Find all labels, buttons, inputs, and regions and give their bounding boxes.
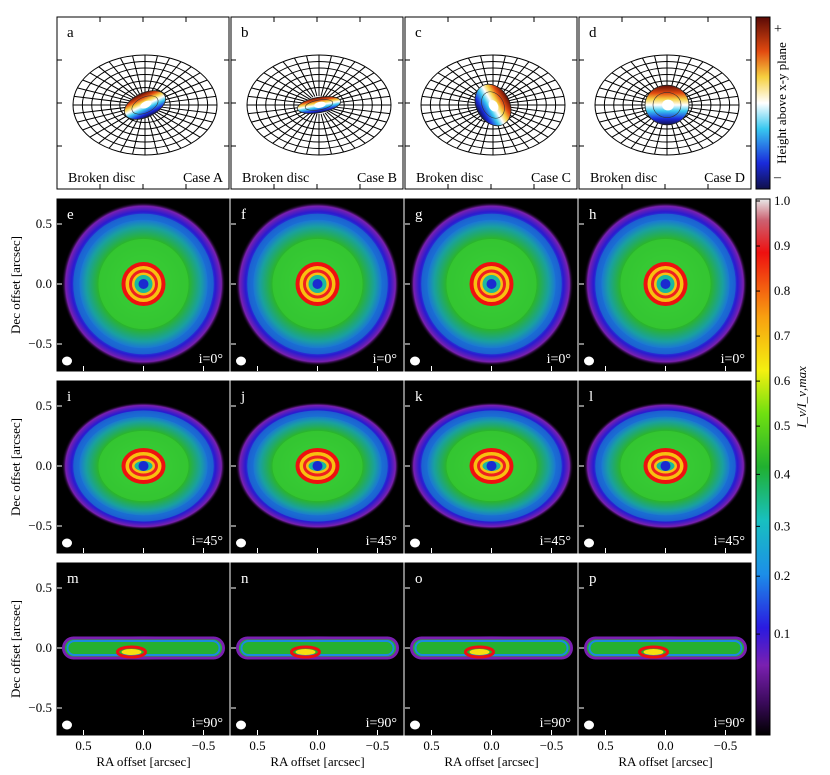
height-colorbar-minus: –	[773, 170, 782, 185]
warp-panel-d	[578, 16, 752, 190]
image-panel-i	[56, 380, 230, 554]
panel-incl-e: i=0°	[199, 352, 223, 367]
xtick-2-2: −0.5	[540, 738, 564, 753]
image-panel-l	[578, 380, 752, 554]
xtick-2-1: 0.0	[483, 738, 499, 753]
xlabel-0: RA offset [arcsec]	[96, 754, 190, 769]
panel-case-b: Case B	[357, 171, 397, 186]
image-panel-h	[578, 198, 752, 372]
intensity-tick-9: 0.1	[774, 626, 790, 641]
panel-letter-g: g	[415, 207, 423, 223]
intensity-tick-0: 1.0	[774, 193, 790, 208]
panel-label-c: Broken disc	[416, 171, 483, 186]
image-panel-m	[56, 562, 230, 736]
panel-label-b: Broken disc	[242, 171, 309, 186]
ytick-2-1: 0.0	[36, 640, 52, 655]
panel-incl-g: i=0°	[547, 352, 571, 367]
ytick-0-1: 0.0	[36, 276, 52, 291]
panel-incl-o: i=90°	[540, 716, 571, 731]
warp-panel-b	[230, 16, 404, 190]
intensity-tick-4: 0.6	[774, 373, 791, 388]
image-panel-n	[230, 562, 404, 736]
ytick-0-0: 0.5	[36, 216, 52, 231]
image-panel-e	[56, 198, 230, 372]
panel-incl-p: i=90°	[714, 716, 745, 731]
panel-letter-o: o	[415, 571, 423, 587]
panel-letter-c: c	[415, 25, 422, 41]
panel-incl-j: i=45°	[366, 534, 397, 549]
panel-incl-n: i=90°	[366, 716, 397, 731]
panel-letter-a: a	[67, 25, 74, 41]
image-panel-o	[404, 562, 578, 736]
xtick-0-2: −0.5	[192, 738, 216, 753]
panel-incl-f: i=0°	[373, 352, 397, 367]
ytick-0-2: −0.5	[28, 336, 52, 351]
panel-letter-l: l	[589, 389, 593, 405]
panel-incl-h: i=0°	[721, 352, 745, 367]
xlabel-3: RA offset [arcsec]	[618, 754, 712, 769]
ytick-1-0: 0.5	[36, 398, 52, 413]
warp-panel-a	[56, 16, 230, 190]
ylabel-row-2: Dec offset [arcsec]	[8, 600, 23, 698]
height-colorbar-plus: +	[774, 22, 782, 37]
ytick-1-1: 0.0	[36, 458, 52, 473]
panel-incl-i: i=45°	[192, 534, 223, 549]
panel-label-a: Broken disc	[68, 171, 135, 186]
xtick-1-0: 0.5	[249, 738, 265, 753]
panel-letter-n: n	[241, 571, 249, 587]
panel-letter-b: b	[241, 25, 249, 41]
xtick-3-2: −0.5	[714, 738, 738, 753]
intensity-tick-2: 0.8	[774, 283, 790, 298]
panel-incl-k: i=45°	[540, 534, 571, 549]
intensity-tick-8: 0.2	[774, 568, 790, 583]
ylabel-row-1: Dec offset [arcsec]	[8, 418, 23, 516]
warp-panel-c	[404, 16, 578, 190]
panel-letter-h: h	[589, 207, 597, 223]
panel-label-d: Broken disc	[590, 171, 657, 186]
panel-incl-l: i=45°	[714, 534, 745, 549]
xlabel-2: RA offset [arcsec]	[444, 754, 538, 769]
image-panel-p	[578, 562, 752, 736]
xlabel-1: RA offset [arcsec]	[270, 754, 364, 769]
panel-letter-p: p	[589, 571, 597, 587]
intensity-tick-7: 0.3	[774, 518, 790, 533]
xtick-0-1: 0.0	[135, 738, 151, 753]
xtick-1-1: 0.0	[309, 738, 325, 753]
ytick-1-2: −0.5	[28, 518, 52, 533]
ytick-2-2: −0.5	[28, 700, 52, 715]
panel-letter-e: e	[67, 207, 74, 223]
xtick-2-0: 0.5	[423, 738, 439, 753]
intensity-colorbar-label: I_ν/I_ν,max	[794, 366, 809, 429]
intensity-tick-3: 0.7	[774, 328, 791, 343]
xtick-3-1: 0.0	[657, 738, 673, 753]
image-panel-f	[230, 198, 404, 372]
panel-letter-j: j	[240, 389, 245, 405]
intensity-tick-6: 0.4	[774, 466, 791, 481]
panel-letter-m: m	[67, 571, 79, 587]
panel-case-c: Case C	[531, 171, 571, 186]
ytick-2-0: 0.5	[36, 580, 52, 595]
intensity-tick-5: 0.5	[774, 418, 790, 433]
panel-letter-k: k	[415, 389, 423, 405]
image-panel-g	[404, 198, 578, 372]
panel-letter-i: i	[67, 389, 71, 405]
panel-letter-f: f	[241, 207, 246, 223]
xtick-0-0: 0.5	[75, 738, 91, 753]
panel-case-a: Case A	[183, 171, 224, 186]
height-colorbar-label: Height above x-y plane	[774, 42, 789, 164]
image-panel-k	[404, 380, 578, 554]
panel-letter-d: d	[589, 25, 597, 41]
height-colorbar	[755, 16, 771, 190]
panel-incl-m: i=90°	[192, 716, 223, 731]
intensity-tick-1: 0.9	[774, 238, 790, 253]
panel-case-d: Case D	[704, 171, 745, 186]
xtick-1-2: −0.5	[366, 738, 390, 753]
image-panel-j	[230, 380, 404, 554]
intensity-colorbar	[755, 198, 771, 736]
ylabel-row-0: Dec offset [arcsec]	[8, 236, 23, 334]
xtick-3-0: 0.5	[597, 738, 613, 753]
